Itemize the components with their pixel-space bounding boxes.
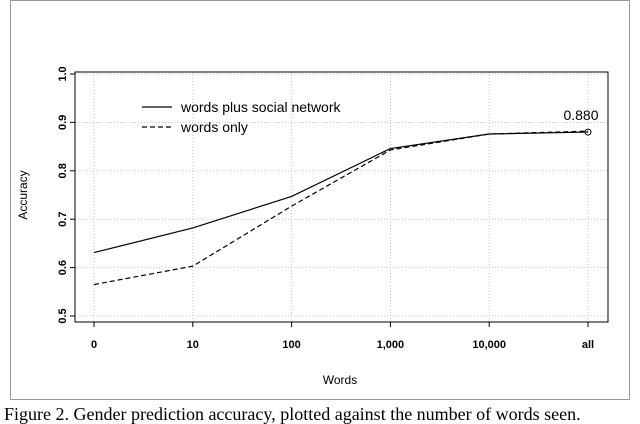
x-tick-label: 1,000: [377, 339, 405, 351]
annotation-marker: [584, 128, 592, 136]
plot-area: [74, 71, 609, 323]
x-tick-label: 100: [282, 339, 300, 351]
annotation-value: 0.880: [563, 107, 598, 123]
figure-caption: Figure 2. Gender prediction accuracy, pl…: [4, 404, 581, 424]
legend-label-words-plus-social-network: words plus social network: [180, 99, 342, 115]
y-tick-label: 0.5: [57, 308, 69, 323]
series-lines: [93, 130, 589, 286]
legend-label-words-only: words only: [180, 119, 248, 135]
y-axis: 0.5 0.6 0.7 0.8 0.9 1.0: [57, 66, 75, 324]
figure-frame: [10, 0, 630, 400]
y-tick-label: 1.0: [57, 66, 69, 81]
x-tick-label: all: [582, 339, 594, 351]
x-tick-label: 10: [187, 339, 199, 351]
x-tick-label: 10,000: [472, 339, 506, 351]
y-tick-label: 0.8: [57, 163, 69, 178]
x-tick-label: 0: [91, 339, 97, 351]
y-tick-label: 0.7: [57, 212, 69, 227]
x-axis: 0 10 100 1,000 10,000 all: [91, 322, 594, 351]
y-tick-label: 0.6: [57, 260, 69, 275]
gridlines: [75, 72, 608, 322]
legend: words plus social network words only: [142, 99, 342, 135]
x-axis-title: Words: [323, 373, 357, 387]
series-line-words-only: [93, 130, 589, 286]
series-line-words-plus-social-network: [93, 131, 589, 254]
y-axis-title: Accuracy: [16, 170, 30, 219]
y-tick-label: 0.9: [57, 115, 69, 130]
accuracy-line-chart: 0.50.60.70.80.91.0 0 10 100 1,000 10,000 all …: [16, 66, 609, 387]
